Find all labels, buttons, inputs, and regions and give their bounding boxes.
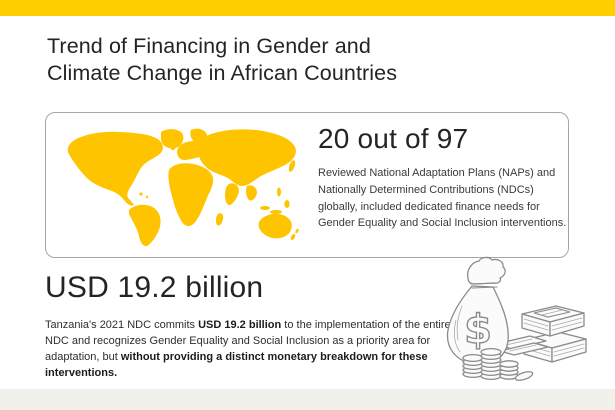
usd-paragraph: Tanzania's 2021 NDC commits USD 19.2 bil… (45, 319, 451, 379)
stat-description: Reviewed National Adaptation Plans (NAPs… (318, 167, 567, 230)
money-bag-illustration: $ (438, 256, 596, 388)
stat-card: 20 out of 97 Reviewed National Adaptatio… (45, 112, 569, 258)
page-title-line-1: Trend of Financing in Gender and (47, 34, 371, 58)
page-title: Trend of Financing in Gender and Climate… (47, 33, 527, 87)
world-map-icon (60, 124, 302, 248)
svg-text:$: $ (464, 307, 492, 353)
loose-banknotes-icon (495, 335, 549, 356)
footer-accent-bar (0, 389, 615, 410)
top-accent-bar (0, 0, 615, 16)
money-bag-icon: $ (446, 256, 509, 366)
usd-headline: USD 19.2 billion (45, 271, 264, 304)
page-title-line-2: Climate Change in African Countries (47, 61, 398, 85)
stat-headline: 20 out of 97 (318, 123, 469, 154)
coin-stacks-icon (462, 347, 534, 381)
banknote-stack-icon (521, 305, 587, 363)
